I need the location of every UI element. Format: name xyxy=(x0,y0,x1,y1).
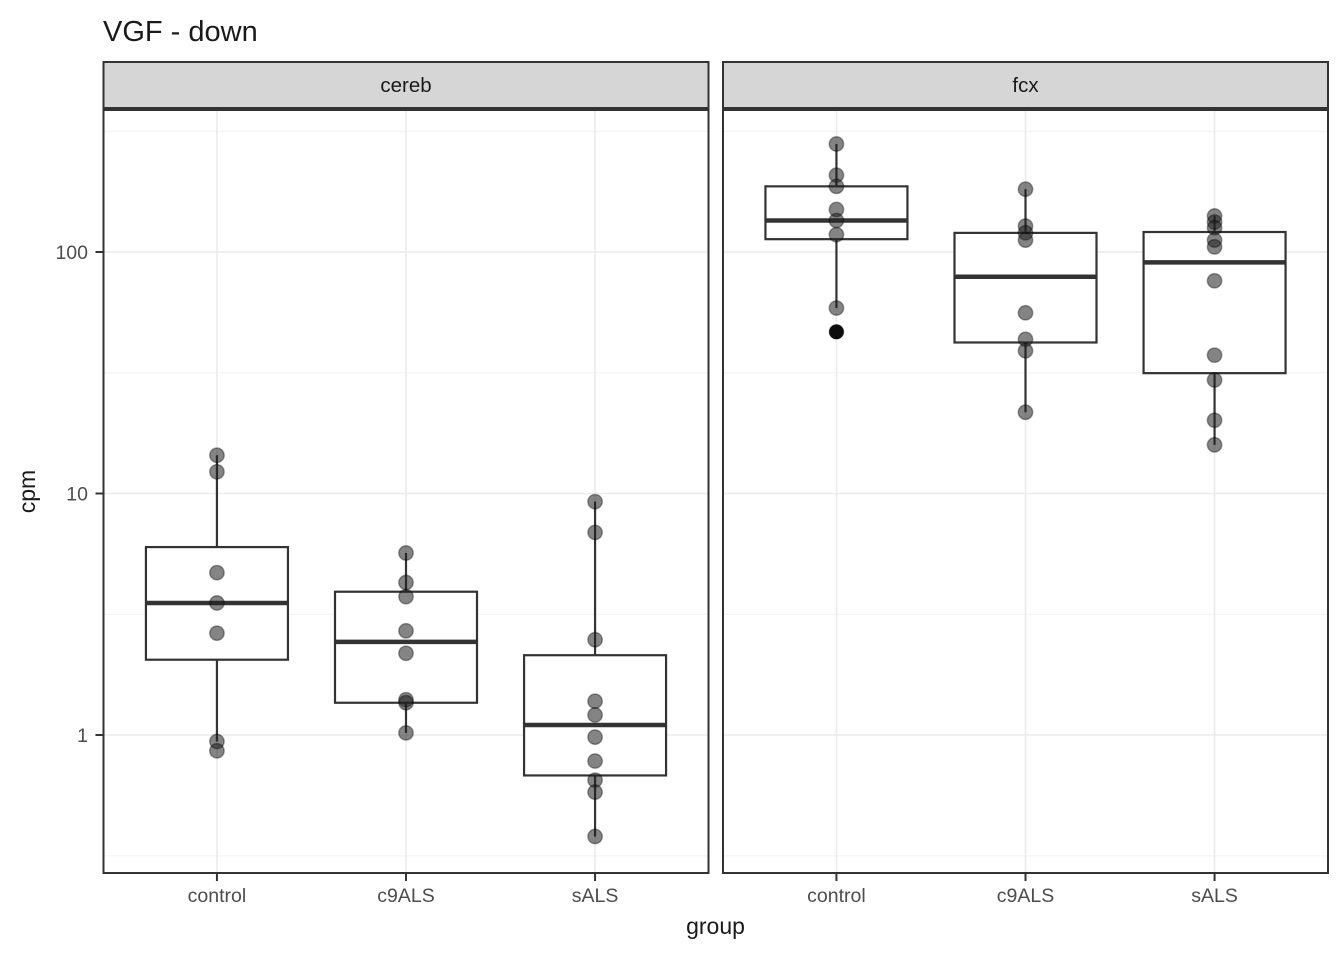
boxplot-cereb-c9ALS xyxy=(333,545,479,741)
data-point xyxy=(398,622,414,639)
data-point xyxy=(1017,342,1034,359)
data-point xyxy=(1206,347,1223,364)
data-point xyxy=(208,447,225,464)
chart-title: VGF - down xyxy=(103,16,258,48)
facet-strip xyxy=(722,61,1329,109)
data-point xyxy=(1206,412,1223,429)
data-point xyxy=(208,595,225,611)
data-point xyxy=(208,463,225,480)
data-point xyxy=(398,574,414,591)
data-point xyxy=(587,631,604,648)
boxplot-cereb-control xyxy=(144,447,290,759)
data-point xyxy=(208,625,225,642)
data-point xyxy=(208,742,225,759)
data-point xyxy=(828,212,845,229)
y-tick-label-1: 1 xyxy=(77,725,88,747)
facet-panel-cereb xyxy=(95,61,710,881)
data-point xyxy=(398,724,414,741)
data-point xyxy=(587,707,604,723)
data-point xyxy=(587,524,604,541)
x-tick-label-fcx-control: control xyxy=(807,885,866,907)
data-point xyxy=(1017,181,1034,198)
x-tick-label-fcx-c9als: c9ALS xyxy=(997,885,1054,907)
x-tick-label-cereb-c9als: c9ALS xyxy=(377,885,434,907)
data-point xyxy=(587,753,604,770)
data-point xyxy=(398,645,414,662)
outlier-point xyxy=(828,324,845,340)
x-axis-title: group xyxy=(686,913,745,939)
boxplot-fcx-c9ALS xyxy=(953,181,1098,421)
data-point xyxy=(587,828,604,845)
data-point xyxy=(587,493,604,510)
x-tick-label-cereb-sals: sALS xyxy=(572,885,619,907)
data-point xyxy=(208,564,225,581)
data-point xyxy=(1017,404,1034,421)
data-point xyxy=(828,300,845,317)
data-point xyxy=(587,693,604,710)
data-point xyxy=(828,226,845,243)
data-point xyxy=(587,784,604,801)
facet-panel-fcx xyxy=(722,61,1329,881)
facet-strip xyxy=(102,61,710,109)
boxplot-fcx-control xyxy=(764,136,909,340)
boxplot-cereb-sALS xyxy=(522,493,668,845)
chart-graphics-layer xyxy=(95,61,1329,881)
facet-strip-label-cereb: cereb xyxy=(380,74,431,97)
x-tick-label-fcx-sals: sALS xyxy=(1191,885,1238,907)
data-point xyxy=(828,178,845,195)
data-point xyxy=(1206,436,1223,453)
data-point xyxy=(1206,272,1223,289)
data-point xyxy=(1017,304,1034,321)
data-point xyxy=(398,588,414,605)
facet-strip-label-fcx: fcx xyxy=(1012,74,1039,97)
x-tick-label-cereb-control: control xyxy=(188,885,247,907)
data-point xyxy=(1206,372,1223,388)
boxplot-fcx-sALS xyxy=(1142,208,1287,453)
data-point xyxy=(1017,232,1034,249)
y-tick-label-10: 10 xyxy=(66,483,88,505)
data-point xyxy=(1206,238,1223,255)
y-tick-label-100: 100 xyxy=(55,242,88,264)
data-point xyxy=(828,136,845,152)
box xyxy=(953,231,1098,344)
data-point xyxy=(398,694,414,711)
y-axis-title: cpm xyxy=(14,470,40,513)
data-point xyxy=(398,545,414,561)
data-point xyxy=(587,729,604,746)
